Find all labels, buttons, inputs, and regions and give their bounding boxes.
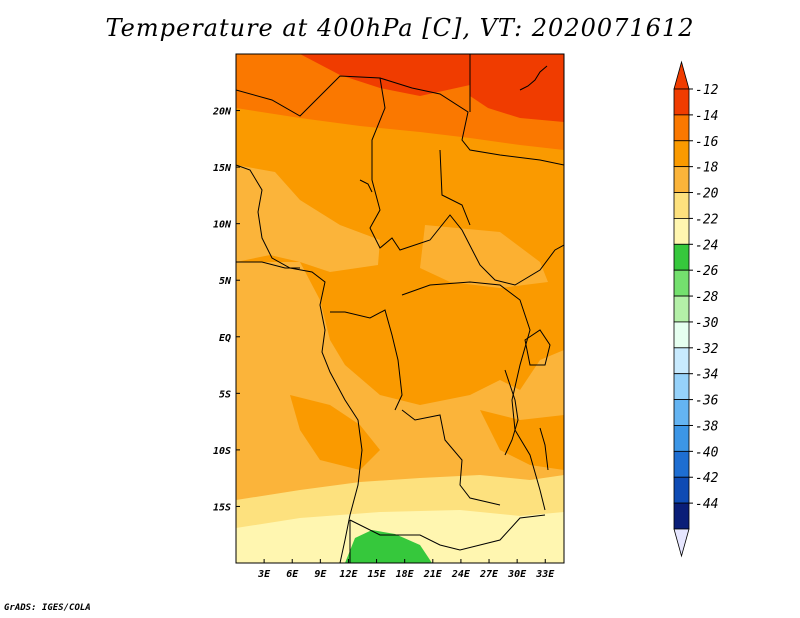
gulf-coast [236, 261, 300, 269]
map-frame [235, 53, 565, 564]
field-warm-core-west [300, 54, 470, 96]
field-east-patch [480, 410, 564, 470]
lon-tick-label: 24E [451, 569, 471, 580]
lon-tick-label: 15E [368, 569, 387, 580]
lon-tick-label: 3E [257, 569, 271, 580]
lon-tick-label: 18E [396, 569, 415, 580]
colorbar-label: -26 [695, 264, 719, 279]
southern-borders [349, 514, 546, 551]
lat-tick-label: 15N [213, 163, 232, 174]
colorbar-label: -20 [695, 187, 719, 202]
lat-tick-label: 20N [212, 107, 232, 118]
lat-tick-label: 5S [219, 389, 231, 400]
lon-tick-label: 12E [339, 569, 358, 580]
colorbar-swatch [673, 114, 690, 142]
lat-axis: 20N 15N 10N 5N EQ 5S 10S 15S [212, 107, 240, 513]
colorbar-swatch [673, 399, 690, 426]
lat-tick-label: 15S [213, 502, 231, 513]
colorbar-label: -40 [695, 445, 719, 460]
colorbar-swatch [673, 425, 690, 452]
grads-credit: GrADS: IGES/COLA [4, 603, 91, 613]
colorbar-label: -30 [695, 316, 719, 331]
colorbar-label: -38 [695, 419, 719, 434]
colorbar: -12 -14 -16 -18 -20 -22 -24 -26 -28 -30 -32 -34 -36 -… [673, 60, 719, 558]
colorbar-under-triangle [673, 528, 690, 558]
lon-tick-label: 27E [479, 569, 499, 580]
sahel-borders [236, 75, 564, 286]
colorbar-label: -36 [695, 394, 719, 409]
colorbar-label: -42 [695, 471, 719, 486]
colorbar-over-triangle [673, 60, 690, 90]
lon-tick-label: 21E [423, 569, 443, 580]
lat-tick-label: 10S [213, 446, 231, 457]
colorbar-swatch [673, 88, 690, 116]
colorbar-swatch [673, 192, 690, 219]
field-central-patch [420, 225, 548, 288]
lat-tick-label: 5N [219, 276, 232, 287]
colorbar-label: -22 [695, 212, 719, 227]
colorbar-swatch [673, 218, 690, 245]
colorbar-label: -24 [695, 238, 718, 253]
colorbar-swatch [673, 140, 690, 168]
colorbar-label: -34 [695, 368, 718, 383]
lat-tick-label: EQ [219, 333, 231, 344]
boundaries [236, 54, 564, 563]
west-coastline [236, 164, 363, 563]
lon-tick-label: 9E [314, 569, 327, 580]
chart-title: Temperature at 400hPa [C], VT: 202007161… [105, 14, 695, 42]
libya-chad-border [379, 77, 564, 166]
drc-east-border [401, 281, 546, 511]
colorbar-swatch [673, 295, 690, 323]
colorbar-label: -44 [695, 497, 718, 512]
colorbar-label: -32 [695, 342, 719, 357]
field-band-22 [345, 530, 432, 563]
lake-tanganyika [504, 369, 519, 456]
lon-axis: 3E 6E 9E 12E 15E 18E 21E 24E 27E 30E 33E [257, 559, 555, 580]
colorbar-swatch [673, 373, 690, 400]
field-sahel [236, 165, 380, 272]
colorbar-label: -14 [695, 109, 718, 124]
colorbar-label: -16 [695, 135, 719, 150]
colorbar-label: -12 [695, 83, 719, 98]
lake-malawi [539, 427, 549, 471]
field-angola-patch [290, 395, 380, 470]
lon-tick-label: 6E [286, 569, 299, 580]
colorbar-swatch [673, 450, 690, 478]
nile-mark [519, 65, 548, 91]
lat-tick-label: 10N [213, 220, 232, 231]
lon-tick-label: 30E [507, 569, 527, 580]
colorbar-swatch [673, 166, 690, 193]
lake-victoria [524, 329, 551, 366]
colorbar-swatch [673, 347, 690, 375]
lon-tick-label: 33E [535, 569, 555, 580]
angola-zambia-border [401, 409, 501, 506]
colorbar-swatch [673, 321, 690, 349]
colorbar-swatch [673, 502, 690, 530]
colorbar-label: -28 [695, 290, 719, 305]
colorbar-label: -18 [695, 161, 719, 176]
congo-border [330, 309, 403, 411]
colorbar-swatch [673, 269, 690, 297]
colorbar-swatch [673, 476, 690, 504]
colorbar-swatch [673, 243, 690, 271]
lake-chad [359, 179, 373, 193]
chad-sudan-border [439, 149, 471, 226]
temperature-field [236, 54, 564, 563]
